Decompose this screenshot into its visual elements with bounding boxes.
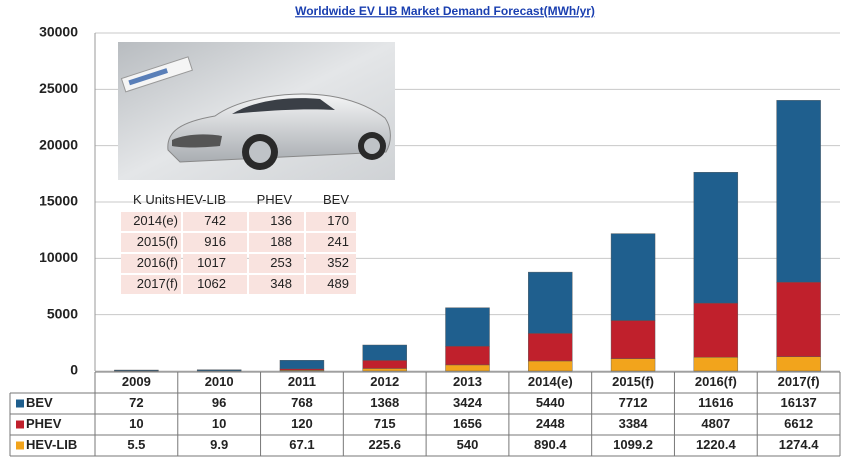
x-tick-label: 2014(e)	[528, 374, 573, 389]
bar-segment	[446, 346, 490, 365]
inset-cell: 352	[327, 255, 349, 270]
bar-segment	[363, 368, 407, 371]
y-tick-label: 25000	[39, 80, 78, 96]
x-tick-label: 2010	[205, 374, 234, 389]
table-cell: 7712	[619, 395, 648, 410]
table-cell: 3384	[619, 416, 649, 431]
inset-cell: 170	[327, 213, 349, 228]
table-cell: 1220.4	[696, 437, 737, 452]
legend-swatch	[16, 421, 24, 429]
table-cell: 120	[291, 416, 313, 431]
inset-cell: 1062	[197, 276, 226, 291]
inset-cell: 241	[327, 234, 349, 249]
table-cell: 540	[457, 437, 479, 452]
x-tick-label: 2009	[122, 374, 151, 389]
inset-cell: 2017(f)	[137, 276, 178, 291]
table-cell: 6612	[784, 416, 813, 431]
inset-cell: 489	[327, 276, 349, 291]
x-tick-label: 2017(f)	[778, 374, 820, 389]
x-tick-label: 2012	[370, 374, 399, 389]
inset-cell: 2015(f)	[137, 234, 178, 249]
bar-segment	[446, 365, 490, 371]
chart-title: Worldwide EV LIB Market Demand Forecast(…	[295, 4, 595, 18]
table-cell: 5.5	[127, 437, 145, 452]
bar-segment	[280, 360, 324, 369]
table-cell: 768	[291, 395, 313, 410]
y-tick-label: 5000	[47, 305, 78, 321]
inset-cell: 136	[270, 213, 292, 228]
bar-segment	[611, 234, 655, 321]
bar-segment	[777, 100, 821, 282]
bar-segment	[694, 172, 738, 303]
table-cell: 11616	[698, 395, 733, 410]
y-tick-label: 15000	[39, 193, 78, 209]
legend-swatch	[16, 400, 24, 408]
x-tick-label: 2015(f)	[612, 374, 654, 389]
inset-cell: 1017	[197, 255, 226, 270]
car-image	[118, 42, 395, 180]
table-cell: 3424	[453, 395, 483, 410]
bar-segment	[446, 308, 490, 347]
bar-segment	[363, 360, 407, 368]
legend-label: BEV	[26, 395, 53, 410]
y-tick-label: 0	[70, 362, 78, 378]
bar-segment	[694, 303, 738, 357]
x-tick-label: 2011	[288, 374, 316, 389]
legend-swatch	[16, 442, 24, 450]
legend-label: PHEV	[26, 416, 62, 431]
bar-segment	[114, 370, 158, 371]
legend-label: HEV-LIB	[26, 437, 77, 452]
inset-header: BEV	[323, 192, 349, 207]
y-tick-label: 10000	[39, 249, 78, 265]
table-cell: 225.6	[368, 437, 401, 452]
table-cell: 9.9	[210, 437, 228, 452]
inset-cell: 742	[204, 213, 226, 228]
table-cell: 10	[212, 416, 226, 431]
table-cell: 16137	[781, 395, 817, 410]
inset-header: PHEV	[257, 192, 293, 207]
bar-segment	[528, 272, 572, 333]
y-tick-label: 20000	[39, 136, 78, 152]
table-cell: 2448	[536, 416, 565, 431]
table-cell: 10	[129, 416, 143, 431]
inset-header: HEV-LIB	[176, 192, 226, 207]
inset-cell: 2014(e)	[133, 213, 178, 228]
bar-segment	[363, 345, 407, 360]
bar-segment	[197, 370, 241, 371]
table-cell: 1656	[453, 416, 482, 431]
inset-header: K Units	[133, 192, 175, 207]
x-tick-label: 2016(f)	[695, 374, 737, 389]
bar-segment	[777, 282, 821, 356]
inset-cell: 253	[270, 255, 292, 270]
inset-cell: 916	[204, 234, 226, 249]
table-cell: 1274.4	[779, 437, 820, 452]
table-cell: 890.4	[534, 437, 567, 452]
table-cell: 4807	[701, 416, 730, 431]
inset-cell: 2016(f)	[137, 255, 178, 270]
inset-cell: 188	[270, 234, 292, 249]
table-cell: 5440	[536, 395, 565, 410]
table-cell: 715	[374, 416, 396, 431]
table-cell: 72	[129, 395, 143, 410]
table-cell: 1099.2	[613, 437, 653, 452]
y-tick-label: 30000	[39, 24, 78, 40]
table-cell: 67.1	[289, 437, 314, 452]
inset-cell: 348	[270, 276, 292, 291]
bar-segment	[280, 369, 324, 370]
table-cell: 96	[212, 395, 226, 410]
chart: Worldwide EV LIB Market Demand Forecast(…	[0, 0, 844, 458]
bar-segment	[611, 320, 655, 358]
table-cell: 1368	[370, 395, 399, 410]
bar-segment	[694, 357, 738, 371]
bar-segment	[611, 359, 655, 371]
bar-segment	[777, 357, 821, 371]
bar-segment	[528, 361, 572, 371]
x-tick-label: 2013	[453, 374, 482, 389]
bar-segment	[528, 333, 572, 361]
